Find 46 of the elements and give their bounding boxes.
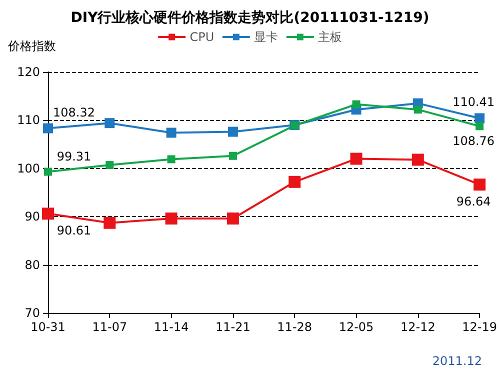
point (288, 176, 301, 188)
y-tick-label: 70 (24, 306, 40, 320)
point (474, 113, 485, 124)
point (104, 118, 115, 128)
point (474, 178, 486, 191)
data-label: 108.32 (53, 105, 95, 120)
point (350, 152, 362, 165)
y-tick-label: 80 (24, 258, 40, 272)
x-tick-label: 11-28 (277, 320, 312, 334)
data-label: 110.41 (452, 95, 495, 110)
y-tick-label: 120 (17, 65, 40, 79)
point (228, 152, 237, 160)
point (228, 126, 238, 137)
data-label: 96.64 (456, 194, 491, 209)
text: 2011.12 (432, 354, 482, 368)
x-tick-label: 12-19 (462, 320, 498, 334)
point (226, 212, 239, 225)
point (414, 106, 422, 114)
point (476, 122, 484, 130)
point (352, 100, 360, 108)
legend-label: CPU (190, 30, 214, 44)
data-label: 108.76 (452, 134, 495, 148)
point (43, 123, 53, 134)
y-tick-label: 100 (17, 161, 40, 176)
legend-label: 显卡 (254, 30, 278, 44)
y-axis-title: 价格指数 (7, 39, 56, 53)
x-tick-label: 10-31 (30, 320, 66, 334)
point (106, 161, 114, 170)
chart-title: DIY行业核心硬件价格指数走势对比(20111031-1219) (70, 9, 430, 26)
point (412, 154, 424, 166)
y-tick-label: 110 (17, 113, 40, 128)
point (167, 155, 176, 164)
y-tick-label: 90 (24, 210, 40, 224)
x-tick-label: 11-21 (216, 320, 250, 334)
point (166, 128, 176, 138)
point (104, 216, 116, 229)
point (42, 208, 54, 220)
x-tick-label: 12-12 (400, 320, 436, 334)
data-label: 90.61 (56, 224, 92, 238)
x-tick-label: 11-14 (154, 320, 189, 334)
data-label: 99.31 (56, 150, 92, 164)
legend-label: 主板 (318, 30, 342, 44)
point (44, 168, 52, 176)
x-tick-label: 11-07 (92, 320, 128, 334)
point (165, 212, 178, 225)
x-tick-label: 12-05 (338, 320, 374, 334)
